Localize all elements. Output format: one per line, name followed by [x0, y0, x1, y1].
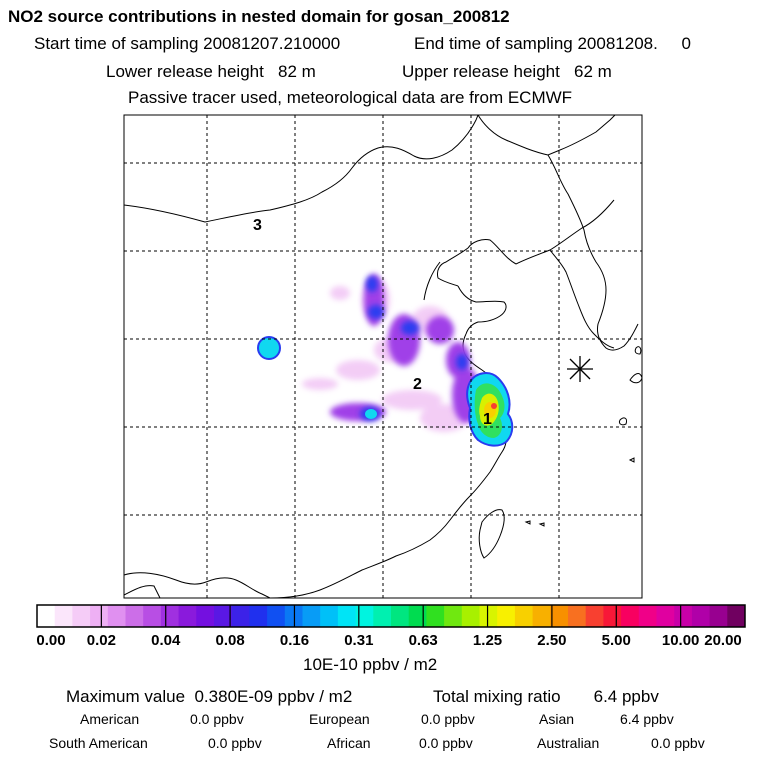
- tracer-note: Passive tracer used, meteorological data…: [128, 88, 573, 107]
- colorbar-tick-label: 0.00: [36, 632, 66, 649]
- colorbar-swatch: [196, 605, 215, 627]
- end-time-label: End time of sampling 20081208. 0: [414, 34, 691, 53]
- colorbar-swatch: [54, 605, 73, 627]
- map-frame: [123, 114, 643, 599]
- total-mixing-label: Total mixing ratio 6.4 ppbv: [433, 687, 659, 706]
- colorbar-swatch: [461, 605, 480, 627]
- map-content: 1 2 3: [124, 115, 642, 598]
- colorbar-swatch: [408, 605, 427, 627]
- colorbar-swatch: [497, 605, 516, 627]
- australian-name: Australian: [537, 735, 600, 751]
- colorbar-tick-label: 0.02: [86, 632, 116, 649]
- colorbar-swatch: [532, 605, 551, 627]
- american-name: American: [80, 711, 140, 727]
- colorbar-swatch: [691, 605, 711, 627]
- colorbar-swatch: [214, 605, 233, 627]
- colorbar-dividers: [100, 605, 682, 627]
- max-value-label: Maximum value 0.380E-09 ppbv / m2: [66, 687, 353, 706]
- american-value: 0.0 ppbv: [190, 711, 244, 727]
- european-name: European: [309, 711, 370, 727]
- colorbar-tick-label: 2.50: [537, 632, 567, 649]
- colorbar-swatch: [107, 605, 126, 627]
- region-label-3: 3: [253, 217, 262, 234]
- colorbar-swatch: [391, 605, 410, 627]
- colorbar-swatch: [72, 605, 91, 627]
- figure-title: NO2 source contributions in nested domai…: [8, 7, 510, 26]
- colorbar-tick-label: 0.63: [408, 632, 438, 649]
- colorbar: [37, 605, 746, 627]
- colorbar-swatch: [373, 605, 392, 627]
- african-value: 0.0 ppbv: [419, 735, 473, 751]
- colorbar-swatch: [603, 605, 622, 627]
- colorbar-tick-label: 10.00: [661, 632, 700, 649]
- asterisk-icon: [567, 356, 593, 382]
- colorbar-swatch: [90, 605, 109, 627]
- map-gridlines: [124, 115, 642, 598]
- start-time-label: Start time of sampling 20081207.210000: [34, 34, 341, 53]
- colorbar-swatch: [514, 605, 534, 627]
- south-american-name: South American: [49, 735, 148, 751]
- colorbar-unit-label: 10E-10 ppbv / m2: [303, 655, 438, 674]
- asian-value: 6.4 ppbv: [620, 711, 674, 727]
- colorbar-swatch: [267, 605, 286, 627]
- colorbar-swatch: [479, 605, 498, 627]
- colorbar-swatch: [656, 605, 675, 627]
- colorbar-swatch: [302, 605, 321, 627]
- colorbar-tick-label: 0.08: [215, 632, 245, 649]
- colorbar-swatch: [178, 605, 197, 627]
- colorbar-swatch: [674, 605, 693, 627]
- asian-name: Asian: [539, 711, 575, 727]
- colorbar-swatch: [143, 605, 162, 627]
- colorbar-swatch: [249, 605, 268, 627]
- colorbar-tick-label: 0.04: [151, 632, 181, 649]
- colorbar-swatch: [160, 605, 180, 627]
- european-value: 0.0 ppbv: [421, 711, 475, 727]
- lower-release-label: Lower release height 82 m: [106, 62, 316, 81]
- colorbar-tick-label: 0.16: [279, 632, 310, 649]
- colorbar-tick-label: 1.25: [472, 632, 503, 649]
- colorbar-swatch: [125, 605, 144, 627]
- colorbar-swatch: [709, 605, 728, 627]
- australian-value: 0.0 ppbv: [651, 735, 705, 751]
- colorbar-swatch: [550, 605, 569, 627]
- colorbar-swatch: [444, 605, 463, 627]
- colorbar-frame: [36, 604, 746, 628]
- colorbar-swatch: [355, 605, 374, 627]
- south-american-value: 0.0 ppbv: [208, 735, 262, 751]
- colorbar-tick-label: 0.31: [344, 632, 374, 649]
- colorbar-swatch: [37, 605, 56, 627]
- colorbar-swatch: [337, 605, 357, 627]
- colorbar-swatch: [426, 605, 445, 627]
- colorbar-swatch: [585, 605, 604, 627]
- african-name: African: [327, 735, 371, 751]
- colorbar-tick-label: 20.00: [704, 632, 742, 649]
- colorbar-swatch: [727, 605, 746, 627]
- colorbar-swatch: [621, 605, 640, 627]
- region-label-1: 1: [483, 411, 492, 428]
- colorbar-swatch: [231, 605, 250, 627]
- coastline-borders: [124, 115, 642, 598]
- upper-release-label: Upper release height 62 m: [402, 62, 612, 81]
- concentration-plume: [257, 274, 514, 447]
- colorbar-swatch: [320, 605, 339, 627]
- colorbar-tick-label: 5.00: [601, 632, 631, 649]
- region-label-2: 2: [413, 376, 422, 393]
- colorbar-swatch: [568, 605, 587, 627]
- colorbar-swatch: [638, 605, 657, 627]
